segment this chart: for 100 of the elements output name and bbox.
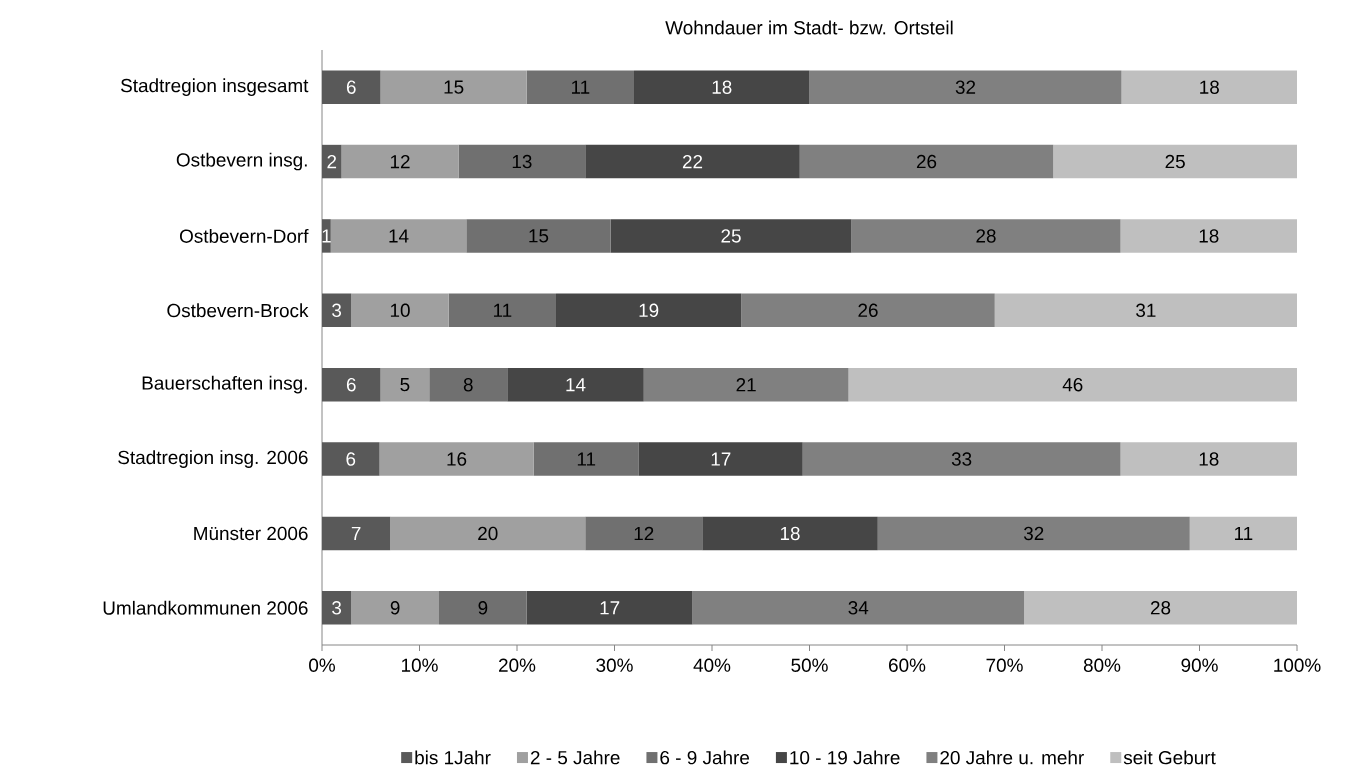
bar (526, 591, 693, 625)
bar (556, 293, 742, 328)
data-label: 34 (848, 601, 869, 615)
bar (458, 144, 586, 179)
data-label: 6 (346, 377, 356, 392)
data-label: 21 (736, 378, 756, 392)
data-label: 11 (577, 452, 596, 466)
data-label: 46 (1062, 377, 1083, 392)
data-label: 2 (327, 154, 337, 169)
bar (330, 219, 467, 253)
data-label: 3 (332, 601, 342, 615)
bar (322, 219, 331, 253)
data-label: 17 (711, 452, 731, 466)
data-label: 7 (351, 526, 361, 540)
bar (643, 367, 849, 402)
y-tick-label: Umlandkommunen 2006 (103, 600, 308, 615)
data-label: 15 (529, 229, 549, 243)
legend-label: seit Geburt (1123, 750, 1216, 765)
data-label: 18 (1199, 229, 1219, 243)
data-label: 18 (780, 526, 800, 541)
bar (507, 367, 644, 402)
x-tick-label: 0% (309, 658, 335, 672)
x-tick-label: 20% (499, 658, 536, 672)
y-tick-label: Münster 2006 (194, 526, 308, 541)
data-label: 28 (976, 229, 996, 243)
legend-label: 20 Jahre u. mehr (940, 750, 1084, 765)
bar (741, 293, 995, 328)
x-tick-label: 10% (402, 658, 438, 672)
y-tick-label: Stadtregion insgesamt (120, 78, 309, 96)
bar (702, 516, 878, 551)
data-label: 26 (916, 154, 937, 169)
bar (692, 591, 1025, 625)
data-label: 33 (951, 452, 972, 466)
bar (634, 70, 810, 104)
bar (799, 144, 1054, 179)
data-label: 5 (400, 378, 410, 392)
x-tick-label: 90% (1181, 658, 1218, 672)
bar (526, 70, 634, 104)
bar (802, 442, 1121, 476)
data-label: 12 (634, 526, 654, 541)
bar (809, 70, 1122, 104)
y-tick-label: Stadtregion insg. 2006 (118, 450, 308, 468)
data-label: 10 (390, 303, 410, 318)
bar (851, 219, 1121, 253)
data-label: 12 (390, 154, 410, 169)
bar (1121, 70, 1298, 104)
bar (439, 591, 527, 625)
data-label: 18 (712, 80, 732, 94)
y-tick-label: Ostbevern-Brock (167, 303, 309, 318)
x-tick-label: 30% (596, 658, 633, 672)
bar (322, 367, 381, 402)
x-tick-label: 60% (889, 658, 926, 672)
legend-label: 6 - 9 Jahre (660, 750, 750, 765)
data-label: 16 (447, 452, 467, 466)
data-label: 15 (444, 80, 464, 94)
bar (533, 442, 639, 476)
bar (322, 516, 391, 551)
data-label: 9 (478, 601, 488, 615)
data-label: 9 (390, 601, 400, 615)
data-label: 20 (478, 526, 498, 541)
bar (322, 442, 380, 476)
data-label: 6 (346, 80, 356, 94)
data-label: 11 (493, 303, 512, 317)
bar (877, 516, 1190, 551)
bar (1053, 144, 1298, 179)
bar (379, 442, 534, 476)
data-label: 13 (512, 154, 532, 169)
y-tick-label: Ostbevern-Dorf (179, 228, 309, 243)
bar (380, 70, 527, 104)
data-label: 8 (463, 377, 473, 392)
bar (380, 367, 430, 402)
bar (341, 144, 459, 179)
bar (390, 516, 586, 551)
x-tick-label: 80% (1083, 658, 1121, 672)
data-label: 22 (682, 154, 703, 169)
data-label: 11 (1235, 526, 1253, 540)
bar (322, 70, 381, 104)
bar (585, 144, 800, 179)
bar (610, 219, 852, 253)
data-label: 31 (1136, 303, 1156, 318)
data-label: 26 (858, 303, 878, 318)
bar (466, 219, 611, 253)
data-label: 6 (346, 452, 356, 466)
y-tick-label: Ostbevern insg. (176, 152, 307, 171)
bar (322, 293, 352, 328)
data-label: 17 (600, 601, 620, 615)
data-label: 18 (1200, 80, 1219, 94)
x-tick-label: 100% (1274, 658, 1321, 672)
bar (351, 591, 439, 625)
bar (1024, 591, 1298, 625)
legend-label: bis 1Jahr (415, 750, 491, 765)
bar (1189, 516, 1298, 551)
y-tick-label: Bauerschaften insg. (142, 375, 307, 394)
data-label: 14 (389, 229, 409, 243)
bar (1120, 219, 1298, 253)
bar (351, 293, 449, 328)
data-label: 14 (566, 378, 586, 392)
data-label: 18 (1199, 452, 1219, 466)
bar (448, 293, 556, 328)
x-tick-label: 40% (693, 658, 731, 672)
